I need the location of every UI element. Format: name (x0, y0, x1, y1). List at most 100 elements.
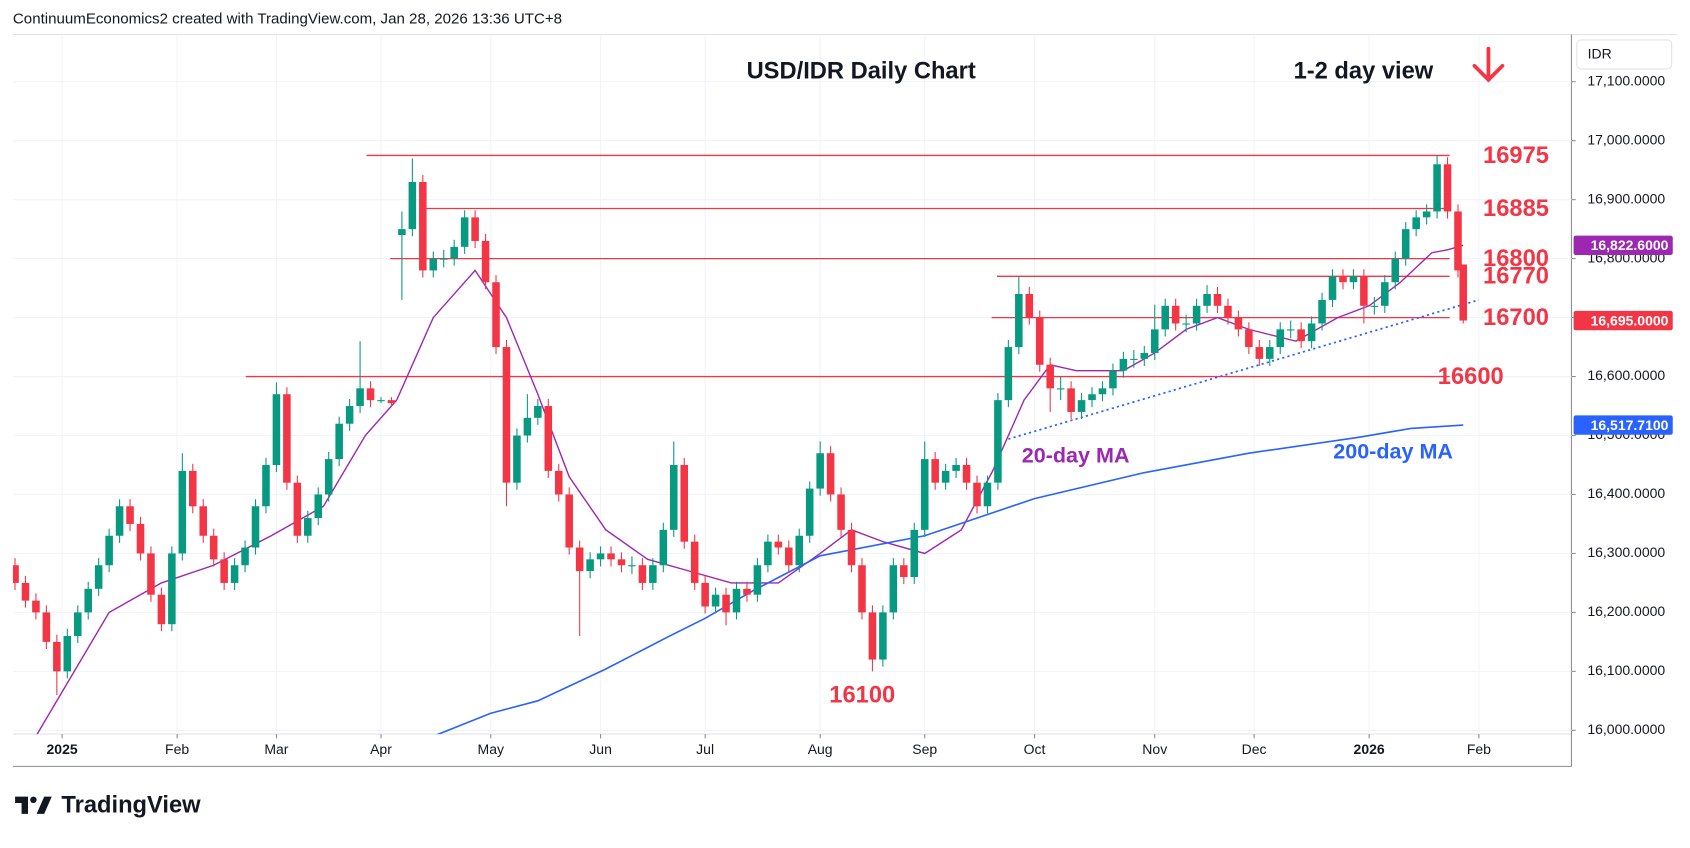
candle-body (1459, 264, 1467, 321)
x-tick-label: Nov (1142, 741, 1167, 757)
candle-body (826, 453, 835, 495)
candle-body (272, 394, 281, 465)
candle-body (502, 347, 511, 483)
currency-label[interactable]: IDR (1588, 46, 1612, 62)
x-tick-label: Mar (264, 741, 288, 757)
x-tick-label: Feb (165, 741, 189, 757)
candle-body (419, 181, 427, 271)
candle-body (398, 229, 406, 236)
y-tick-label: 17,100.0000 (1587, 72, 1665, 88)
x-tick-label: Jun (589, 741, 612, 757)
level-label: 16770 (1483, 264, 1549, 290)
x-tick-label: Sep (912, 741, 937, 757)
trendline (1008, 299, 1480, 440)
candle-body (126, 506, 134, 524)
level-label: 16700 (1483, 305, 1549, 331)
chart-title: USD/IDR Daily Chart (747, 59, 976, 85)
candle-body (481, 240, 490, 283)
candle-body (1381, 282, 1389, 306)
candle-body (858, 565, 866, 613)
candle-body (147, 553, 155, 595)
candle-body (324, 459, 333, 495)
candle-body (1015, 294, 1023, 348)
candle-body (617, 559, 626, 566)
y-tick-label: 16,900.0000 (1587, 190, 1665, 206)
candle-body (711, 594, 720, 607)
candle-body (105, 535, 113, 566)
candle-body (910, 529, 919, 578)
candle-body (84, 588, 92, 613)
candle-body (1297, 329, 1305, 342)
candle-body (983, 482, 992, 507)
y-tick-label: 16,200.0000 (1587, 603, 1665, 619)
candle-body (209, 535, 218, 560)
candle-body (450, 246, 458, 259)
candle-body (1150, 329, 1159, 353)
candle-body (1140, 352, 1149, 359)
price-tag (1573, 235, 1673, 255)
candle-body (1286, 329, 1295, 331)
candle-body (230, 565, 239, 583)
candle-body (168, 553, 176, 625)
candle-body (53, 641, 61, 672)
candle-body (659, 529, 668, 566)
series-label: 20-day MA (1022, 443, 1130, 468)
candle-body (805, 488, 814, 536)
x-tick-label: Dec (1242, 741, 1267, 757)
candle-body (1182, 323, 1190, 325)
candle-body (1224, 305, 1232, 318)
candle-body (42, 612, 51, 642)
candle-body (1349, 276, 1358, 283)
candle-body (1328, 276, 1337, 300)
candle-body (513, 435, 521, 483)
candle-body (973, 482, 981, 507)
candle-body (1171, 305, 1180, 324)
price-tag (1573, 310, 1673, 331)
candle-body (293, 482, 302, 536)
candle-body (1318, 299, 1326, 324)
level-label: 16975 (1483, 143, 1549, 169)
candle-body (1025, 294, 1034, 318)
candle-body (429, 258, 438, 271)
candle-body (743, 588, 751, 595)
candle-body (774, 541, 783, 548)
candle-body (189, 470, 197, 507)
y-tick-label: 17,000.0000 (1587, 131, 1665, 147)
credit: ContinuumEconomics2 created with Trading… (13, 10, 562, 27)
candle-body (199, 506, 208, 536)
x-tick-label: 2026 (1354, 741, 1385, 757)
candle-body (544, 406, 553, 471)
currency-box[interactable] (1576, 39, 1673, 70)
candle-body (1161, 305, 1169, 330)
candle-body (607, 553, 615, 560)
candle-body (345, 406, 354, 424)
candle-body (304, 518, 312, 536)
candle-body (722, 594, 730, 613)
candle-body (649, 565, 657, 583)
candle-body (1004, 347, 1013, 401)
candle-body (262, 464, 270, 507)
candle-body (241, 547, 249, 566)
candle-body (1422, 211, 1431, 218)
candle-body (1203, 294, 1211, 306)
candle-body (1046, 364, 1054, 389)
level-label: 16600 (1438, 364, 1504, 390)
candle-body (408, 181, 417, 230)
brand-logo (15, 796, 52, 814)
candle-body (1401, 229, 1410, 259)
candle-body (1088, 394, 1096, 401)
level-label: 16800 (1483, 246, 1549, 272)
candle-body (701, 582, 709, 607)
candle-body (764, 541, 772, 566)
candle-body (847, 529, 856, 566)
candle-body (534, 406, 542, 418)
candle-body (680, 464, 688, 542)
candle-body (1035, 317, 1044, 365)
candle-body (157, 594, 166, 625)
candle-body (1234, 317, 1243, 330)
candle-body (565, 494, 573, 548)
x-tick-label: Oct (1024, 741, 1046, 757)
candle-body (1307, 323, 1316, 342)
candle-body (962, 464, 971, 483)
